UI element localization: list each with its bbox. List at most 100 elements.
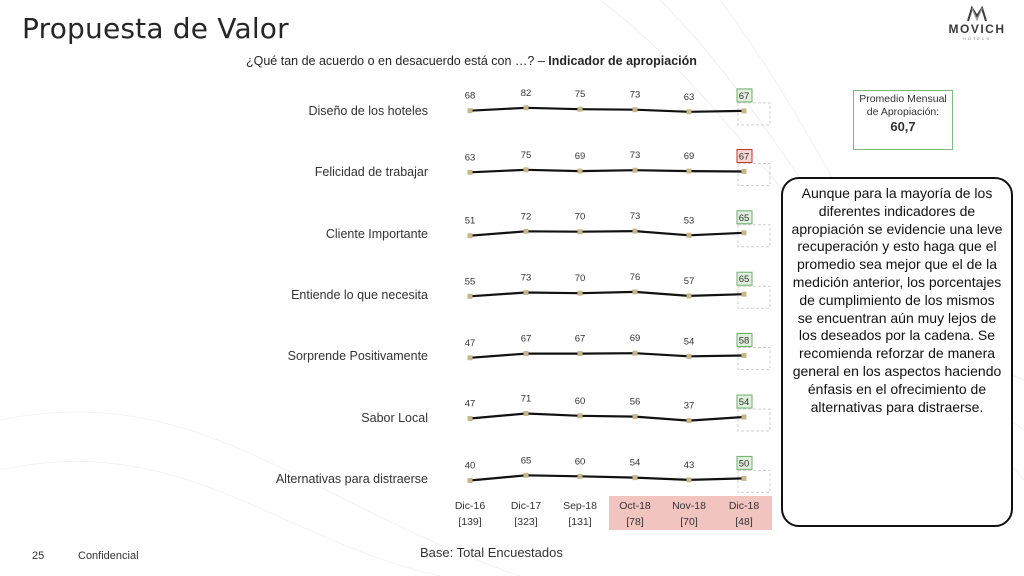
logo-text: MOVICH xyxy=(948,22,1006,36)
series-line xyxy=(469,474,745,482)
value-label: 67 xyxy=(739,91,750,102)
confidential-label: Confidencial xyxy=(78,550,139,562)
value-label: 70 xyxy=(575,212,586,223)
value-label: 65 xyxy=(739,274,750,285)
value-label: 73 xyxy=(630,150,641,161)
data-point xyxy=(467,355,473,361)
series-line xyxy=(469,352,745,359)
last-point-frame xyxy=(737,162,771,186)
data-point xyxy=(686,353,692,359)
last-value-box xyxy=(736,88,753,103)
data-point xyxy=(741,414,747,420)
last-value-box xyxy=(736,148,753,163)
last-point-frame xyxy=(737,346,771,370)
value-label: 73 xyxy=(630,211,641,222)
series-label: Sabor Local xyxy=(361,411,428,425)
last-point-frame xyxy=(737,408,771,432)
data-point xyxy=(467,233,473,239)
x-tick-label: Dic-16 xyxy=(455,500,486,512)
data-point xyxy=(577,168,583,174)
subtitle-indicator: Indicador de apropiación xyxy=(548,54,697,68)
series-label: Diseño de los hoteles xyxy=(308,104,428,118)
value-label: 67 xyxy=(575,334,586,345)
last-point-frame xyxy=(737,102,771,126)
base-count-label: [323] xyxy=(514,516,537,528)
series-line xyxy=(469,290,745,298)
data-point xyxy=(632,350,638,356)
data-point xyxy=(577,413,583,419)
value-label: 82 xyxy=(521,88,532,99)
value-label: 67 xyxy=(739,151,750,162)
data-point xyxy=(523,410,529,416)
data-point xyxy=(577,351,583,357)
data-point xyxy=(467,478,473,484)
subtitle-question: ¿Qué tan de acuerdo o en desacuerdo está… xyxy=(246,54,545,68)
data-point xyxy=(632,414,638,420)
value-label: 56 xyxy=(630,397,641,408)
value-label: 57 xyxy=(684,276,695,287)
value-label: 69 xyxy=(630,333,641,344)
data-point xyxy=(523,351,529,357)
last-value-box xyxy=(736,210,753,225)
value-label: 60 xyxy=(575,396,586,407)
value-label: 60 xyxy=(575,456,586,467)
conclusion-text: Aunque para la mayoría de los diferentes… xyxy=(791,185,1003,415)
x-tick-label: Dic-18 xyxy=(729,500,760,512)
value-label: 65 xyxy=(739,213,750,224)
series-line xyxy=(469,168,745,174)
value-label: 75 xyxy=(575,89,586,100)
series-label: Entiende lo que necesita xyxy=(291,288,428,302)
average-label: Promedio Mensual de Apropiación: xyxy=(859,93,947,118)
chart-subtitle: ¿Qué tan de acuerdo o en desacuerdo está… xyxy=(246,54,697,68)
data-point xyxy=(686,293,692,299)
data-point xyxy=(467,169,473,175)
x-tick-label: Oct-18 xyxy=(619,500,651,512)
data-point xyxy=(523,228,529,234)
value-label: 54 xyxy=(630,458,641,469)
logo-mark-icon xyxy=(967,6,987,22)
data-point xyxy=(632,289,638,295)
last-point-frame xyxy=(737,224,771,248)
series-line xyxy=(469,106,745,113)
data-point xyxy=(467,293,473,299)
value-label: 72 xyxy=(521,211,532,222)
series-label: Felicidad de trabajar xyxy=(315,165,428,179)
average-value: 60,7 xyxy=(890,119,916,134)
average-box: Promedio Mensual de Apropiación: 60,7 xyxy=(853,90,953,150)
base-count-label: [131] xyxy=(568,516,591,528)
value-label: 68 xyxy=(465,91,476,102)
x-tick-label: Dic-17 xyxy=(511,500,542,512)
data-point xyxy=(686,418,692,424)
series-label: Cliente Importante xyxy=(326,227,428,241)
value-label: 37 xyxy=(684,401,695,412)
series-line xyxy=(469,229,745,237)
x-tick-label: Sep-18 xyxy=(563,500,597,512)
value-label: 55 xyxy=(465,276,476,287)
data-point xyxy=(523,167,529,173)
value-label: 73 xyxy=(630,90,641,101)
logo-subtext: HOTELS xyxy=(962,36,991,41)
value-label: 76 xyxy=(630,272,641,283)
base-count-label: [139] xyxy=(458,516,481,528)
value-label: 70 xyxy=(575,273,586,284)
last-point-frame xyxy=(737,285,771,309)
series-label: Sorprende Positivamente xyxy=(288,349,428,363)
series-line xyxy=(469,412,745,422)
value-label: 65 xyxy=(521,455,532,466)
value-label: 63 xyxy=(465,152,476,163)
data-point xyxy=(467,108,473,114)
base-count-label: [48] xyxy=(735,516,753,528)
value-label: 51 xyxy=(465,216,476,227)
data-point xyxy=(632,475,638,481)
value-label: 73 xyxy=(521,273,532,284)
data-point xyxy=(632,167,638,173)
value-label: 58 xyxy=(739,335,750,346)
value-label: 63 xyxy=(684,92,695,103)
logo: MOVICH HOTELS xyxy=(942,6,1012,46)
value-label: 54 xyxy=(739,397,750,408)
value-label: 67 xyxy=(521,334,532,345)
value-label: 54 xyxy=(684,336,695,347)
base-count-label: [78] xyxy=(626,516,644,528)
data-point xyxy=(577,473,583,479)
data-point xyxy=(632,228,638,234)
